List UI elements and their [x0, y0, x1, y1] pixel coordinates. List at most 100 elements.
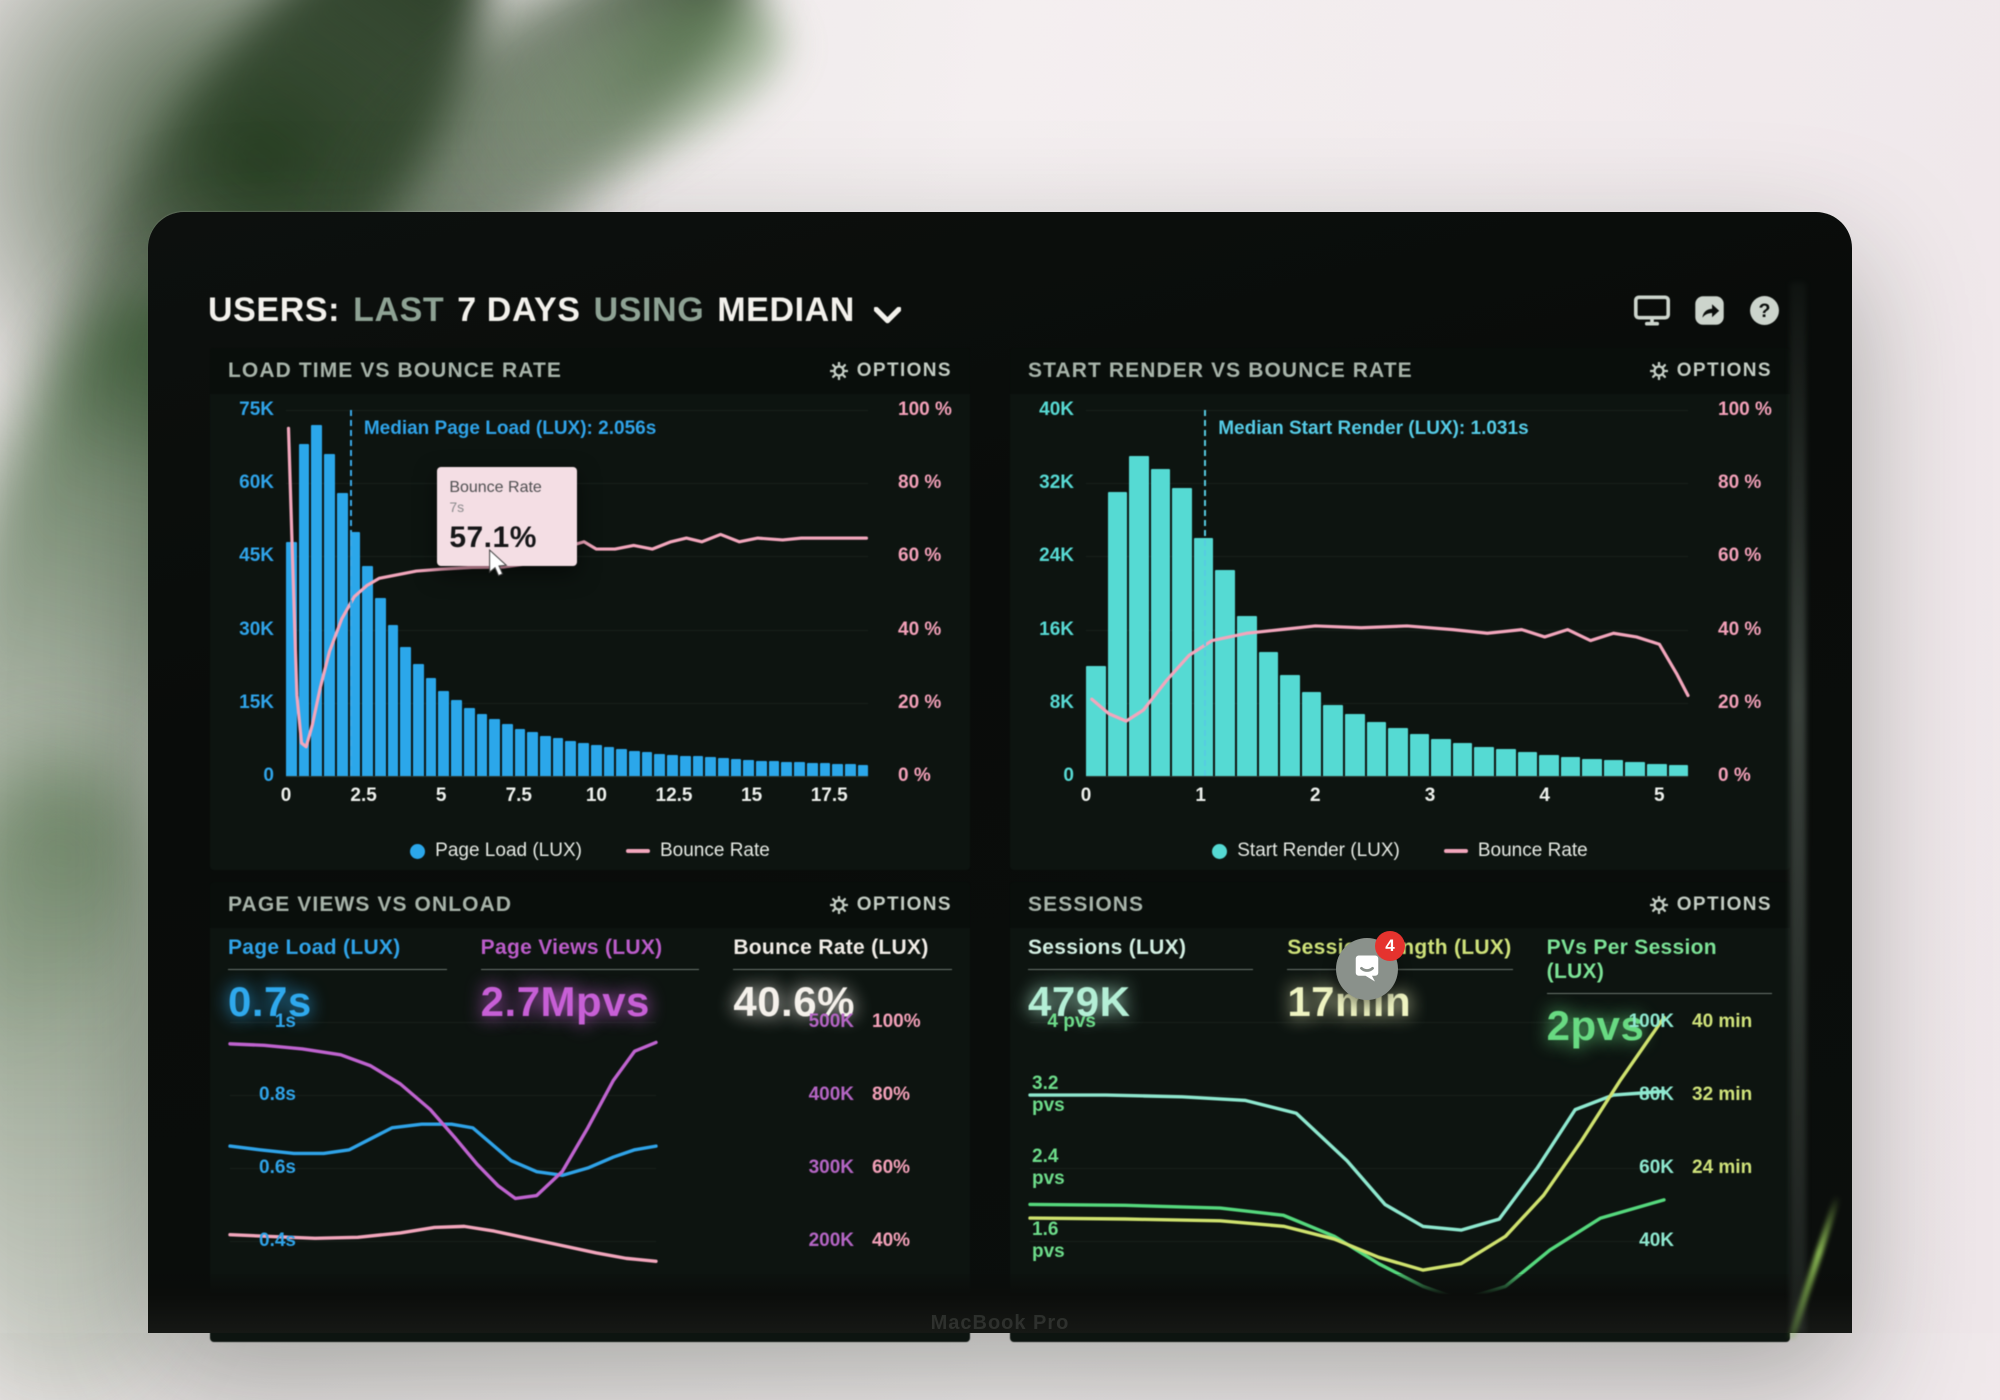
y-axis-right: 100 % 80 % 60 % 40 % 20 % 0 % — [898, 399, 952, 786]
metric-row: Page Load (LUX) 0.7s Page Views (LUX) 2.… — [210, 928, 970, 1026]
laptop-bottom-bezel: MacBook Pro — [148, 1274, 1852, 1334]
chart-area: 75K 60K 45K 30K 15K 0 Median Page Load (… — [224, 399, 956, 824]
bezel-highlight — [1790, 282, 1806, 1333]
x-axis-label: 10 — [585, 785, 607, 806]
divider — [228, 969, 447, 970]
chart-area: 4 pvs 3.2 pvs 2.4 pvs 1.6 pvs 100K 80K 6… — [1024, 1011, 1776, 1312]
legend-item[interactable]: Start Render (LUX) — [1212, 840, 1400, 862]
options-button[interactable]: OPTIONS — [829, 360, 952, 382]
metric-row: Sessions (LUX) 479K Session Length (LUX)… — [1010, 928, 1790, 1050]
metric-value: 0.7s — [228, 978, 312, 1025]
panel-header: LOAD TIME VS BOUNCE RATE OPTIONS — [210, 348, 970, 394]
panel-page-views-vs-onload: PAGE VIEWS VS ONLOAD OPTIONS Page Load (… — [210, 882, 970, 1342]
chart-plot — [1030, 1022, 1664, 1302]
x-axis-labels: 0 1 2 3 4 5 — [1081, 776, 1688, 808]
x-axis-label: 17.5 — [810, 785, 848, 806]
metric-value: 40.6% — [733, 978, 855, 1025]
panel-sessions: SESSIONS OPTIONS Sessions (LUX) 479K — [1010, 882, 1790, 1342]
legend-label: Bounce Rate — [1477, 840, 1588, 861]
y-axis-right-minutes: 40 min 32 min 24 min — [1692, 1011, 1753, 1178]
divider — [480, 969, 700, 970]
legend-item[interactable]: Bounce Rate — [1443, 840, 1588, 862]
options-label: OPTIONS — [1676, 360, 1772, 381]
legend-item[interactable]: Bounce Rate — [625, 840, 770, 862]
gear-icon — [1649, 896, 1668, 914]
chat-launcher[interactable]: 4 — [1336, 931, 1405, 1000]
metric-value: 2pvs — [1546, 1002, 1645, 1049]
tooltip-title: Bounce Rate — [449, 478, 542, 496]
title-segment: 7 DAYS — [457, 290, 581, 329]
title-segment: MEDIAN — [717, 290, 855, 329]
device-brand-label: MacBook Pro — [930, 1312, 1070, 1334]
chart-legend: Page Load (LUX) Bounce Rate — [210, 840, 970, 862]
legend-label: Start Render (LUX) — [1237, 840, 1400, 861]
chat-bubble-icon — [1349, 951, 1385, 987]
help-icon[interactable]: ? — [1749, 295, 1780, 326]
panel-header: SESSIONS OPTIONS — [1010, 882, 1790, 928]
chart-area: 1s 0.8s 0.6s 0.4s 500K 400K 300K 200K — [224, 1011, 956, 1312]
y-axis-left: 75K 60K 45K 30K 15K 0 — [239, 399, 274, 786]
metric-bounce-rate: Bounce Rate (LUX) 40.6% — [733, 936, 953, 1026]
line-series — [1086, 410, 1688, 776]
panel-title: START RENDER VS BOUNCE RATE — [1028, 359, 1413, 382]
y-axis-left: 4 pvs 3.2 pvs 2.4 pvs 1.6 pvs — [1032, 1011, 1096, 1262]
y-axis-right: 500K 400K 300K 200K 100% 80% 60% 40% — [798, 1011, 940, 1251]
chart-plot: Median Start Render (LUX): 1.031s 0 1 2 3 4 5 — [1081, 410, 1688, 806]
median-marker: Median Page Load (LUX): 2.056s — [349, 410, 656, 776]
gear-icon — [829, 362, 848, 380]
metric-sessions: Sessions (LUX) 479K — [1028, 936, 1254, 1050]
x-axis-label: 2 — [1310, 785, 1321, 806]
legend-dot — [410, 843, 426, 859]
metric-value: 2.7Mpvs — [480, 978, 650, 1025]
options-button[interactable]: OPTIONS — [1649, 894, 1772, 916]
x-axis-label: 12.5 — [655, 785, 693, 806]
panel-title: SESSIONS — [1028, 893, 1145, 916]
divider — [733, 969, 953, 970]
line-series — [230, 1022, 656, 1302]
legend-label: Page Load (LUX) — [435, 840, 582, 861]
legend-label: Bounce Rate — [659, 840, 770, 861]
options-button[interactable]: OPTIONS — [1649, 360, 1772, 382]
metric-label: Sessions (LUX) — [1028, 936, 1187, 959]
metric-label: Page Views (LUX) — [480, 936, 663, 959]
title-segment: USERS: — [208, 290, 341, 329]
x-axis-label: 3 — [1424, 785, 1436, 806]
metric-page-views: Page Views (LUX) 2.7Mpvs — [480, 936, 700, 1026]
x-axis-label: 4 — [1539, 785, 1550, 806]
chart-area: 40K 32K 24K 16K 8K 0 Median Start Render… — [1024, 399, 1776, 824]
x-axis-label: 1 — [1195, 785, 1206, 806]
divider — [1546, 993, 1772, 994]
panel-load-time-vs-bounce-rate: LOAD TIME VS BOUNCE RATE OPTIONS 75K 60K… — [210, 348, 970, 870]
median-marker: Median Start Render (LUX): 1.031s — [1204, 410, 1529, 776]
legend-line — [625, 849, 650, 853]
dashboard-header: USERS: LAST 7 DAYS USING MEDIAN — [208, 284, 1780, 336]
legend-dot — [1212, 843, 1228, 859]
x-axis-label: 2.5 — [350, 785, 377, 806]
y-axis-right-volume: 500K 400K 300K 200K — [808, 1011, 854, 1251]
y-axis-right: 100 % 80 % 60 % 40 % 20 % 0 % — [1718, 399, 1772, 786]
legend-line — [1443, 849, 1468, 853]
metric-label: Bounce Rate (LUX) — [733, 936, 929, 959]
gear-icon — [1649, 362, 1668, 380]
divider — [1028, 969, 1254, 970]
dashboard-screen: USERS: LAST 7 DAYS USING MEDIAN — [200, 240, 1800, 1342]
median-label: Median Page Load (LUX): 2.056s — [363, 418, 657, 439]
metric-label: PVs Per Session (LUX) — [1546, 936, 1717, 983]
laptop: USERS: LAST 7 DAYS USING MEDIAN — [148, 212, 1852, 1342]
x-axis-labels: 0 2.5 5 7.5 10 12.5 15 17.5 — [281, 776, 868, 808]
display-icon[interactable] — [1634, 295, 1670, 326]
median-label: Median Start Render (LUX): 1.031s — [1218, 418, 1529, 439]
tooltip-subtitle: 7s — [449, 498, 465, 515]
divider — [1287, 969, 1513, 970]
svg-text:?: ? — [1759, 300, 1771, 322]
title-segment: USING — [593, 290, 705, 329]
options-button[interactable]: OPTIONS — [829, 894, 952, 916]
options-label: OPTIONS — [856, 360, 952, 381]
gear-icon — [829, 896, 848, 914]
chevron-down-icon[interactable] — [873, 294, 902, 333]
chart-legend: Start Render (LUX) Bounce Rate — [1010, 840, 1790, 862]
share-icon[interactable] — [1694, 295, 1725, 326]
chart-plot — [230, 1022, 656, 1302]
legend-item[interactable]: Page Load (LUX) — [410, 840, 582, 862]
notification-badge: 4 — [1375, 931, 1405, 961]
